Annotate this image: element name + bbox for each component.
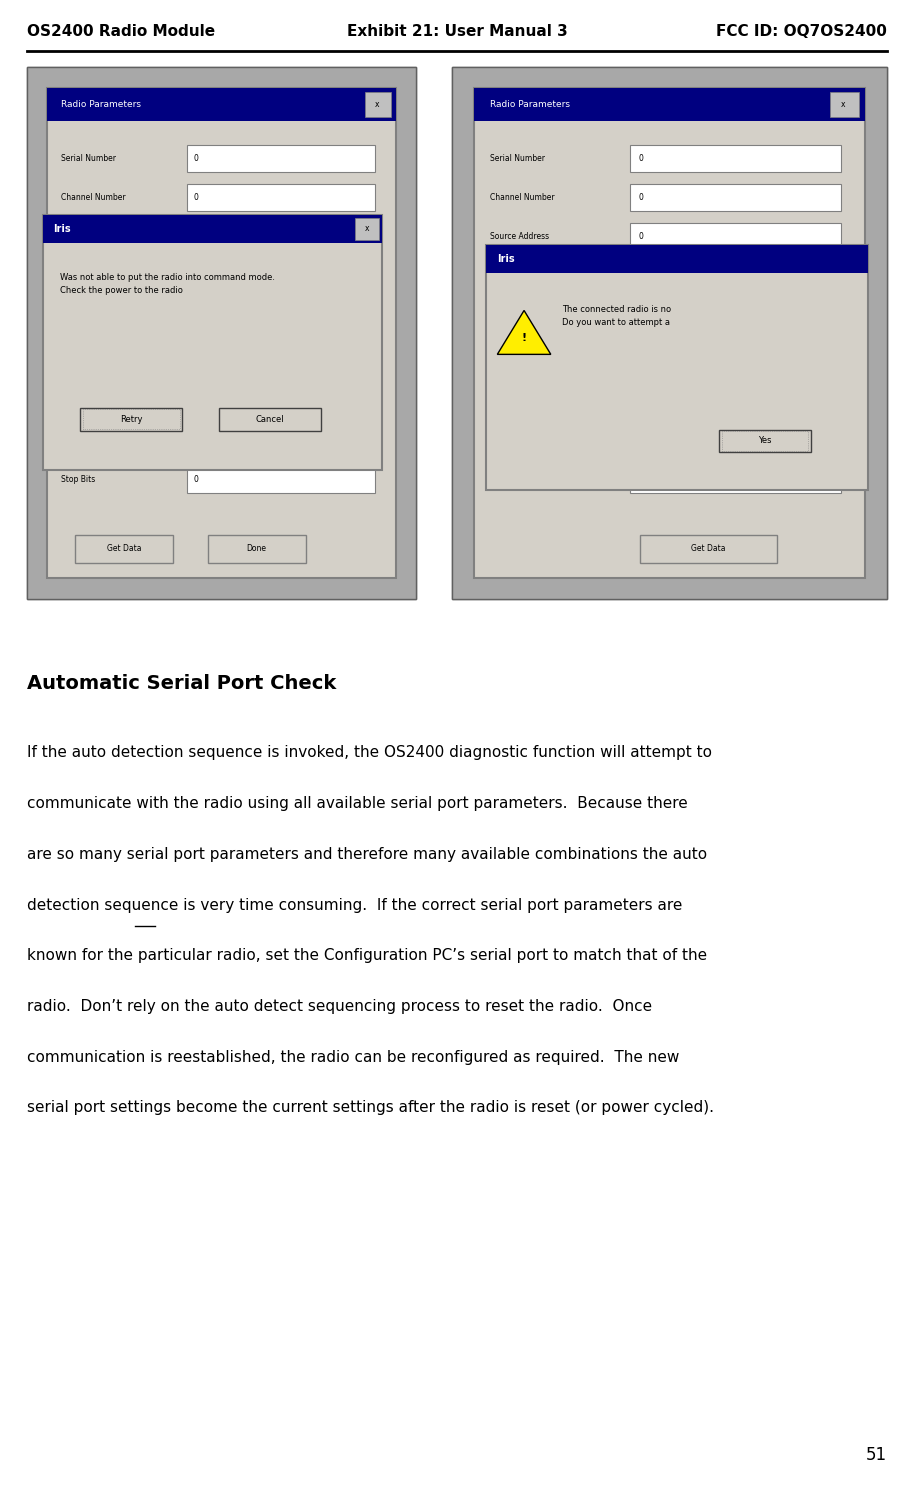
FancyBboxPatch shape: [186, 185, 376, 210]
FancyBboxPatch shape: [486, 245, 868, 491]
FancyBboxPatch shape: [631, 262, 842, 289]
Polygon shape: [497, 310, 551, 355]
FancyBboxPatch shape: [43, 215, 382, 243]
Text: Retry: Retry: [120, 414, 143, 423]
Text: Was not able to put the radio into command mode.
Check the power to the radio: Was not able to put the radio into comma…: [60, 273, 275, 295]
Text: Yes: Yes: [758, 437, 771, 446]
Text: Destination Add...: Destination Add...: [490, 271, 558, 280]
Text: x: x: [841, 100, 845, 109]
FancyBboxPatch shape: [186, 262, 376, 289]
Text: Data Bits: Data Bits: [61, 437, 96, 446]
Text: The connected radio is no
Do you want to attempt a: The connected radio is no Do you want to…: [562, 304, 672, 327]
Text: 0: 0: [194, 437, 198, 446]
FancyBboxPatch shape: [474, 88, 865, 121]
Text: 0: 0: [194, 192, 198, 201]
Text: Stop Bits: Stop Bits: [61, 476, 95, 485]
Text: Iris: Iris: [53, 224, 70, 234]
Text: Stop Bits: Stop Bits: [490, 476, 524, 485]
Text: Automatic Serial Port Check: Automatic Serial Port Check: [27, 674, 336, 693]
Text: detection sequence is very time consuming.  If the correct serial port parameter: detection sequence is very time consumin…: [27, 898, 683, 912]
FancyBboxPatch shape: [365, 92, 391, 118]
Text: 0: 0: [638, 437, 643, 446]
Text: Source Address: Source Address: [61, 233, 120, 242]
FancyBboxPatch shape: [631, 185, 842, 210]
Text: 0: 0: [638, 476, 643, 485]
FancyBboxPatch shape: [186, 428, 376, 453]
Text: !: !: [522, 334, 526, 343]
FancyBboxPatch shape: [207, 535, 305, 562]
Text: Cancel: Cancel: [256, 414, 284, 423]
Text: 0: 0: [638, 233, 643, 242]
FancyBboxPatch shape: [186, 389, 250, 414]
Text: radio.  Don’t rely on the auto detect sequencing process to reset the radio.  On: radio. Don’t rely on the auto detect seq…: [27, 999, 653, 1014]
Text: 0: 0: [194, 476, 198, 485]
Text: Channel Number: Channel Number: [61, 192, 125, 201]
Text: Radio Parameters: Radio Parameters: [490, 100, 569, 109]
Text: Serial Number: Serial Number: [61, 154, 116, 163]
FancyBboxPatch shape: [27, 67, 416, 599]
FancyBboxPatch shape: [452, 67, 887, 599]
FancyBboxPatch shape: [486, 245, 868, 273]
Text: x: x: [365, 224, 369, 233]
Text: Channel Number: Channel Number: [490, 192, 555, 201]
Text: x: x: [375, 100, 379, 109]
FancyBboxPatch shape: [80, 409, 182, 431]
FancyBboxPatch shape: [47, 88, 397, 579]
Text: Serial Number: Serial Number: [490, 154, 545, 163]
Text: Get Data: Get Data: [691, 544, 726, 553]
Text: Parity: Parity: [61, 397, 83, 406]
Text: 0: 0: [194, 154, 198, 163]
Text: communication is reestablished, the radio can be reconfigured as required.  The : communication is reestablished, the radi…: [27, 1050, 680, 1065]
FancyBboxPatch shape: [186, 224, 376, 249]
Text: If the auto detection sequence is invoked, the OS2400 diagnostic function will a: If the auto detection sequence is invoke…: [27, 746, 712, 760]
Text: Exhibit 21: User Manual 3: Exhibit 21: User Manual 3: [346, 24, 568, 39]
FancyBboxPatch shape: [452, 67, 887, 599]
FancyBboxPatch shape: [830, 92, 859, 118]
Text: Done: Done: [247, 544, 267, 553]
Text: Source Address: Source Address: [490, 233, 549, 242]
FancyBboxPatch shape: [186, 467, 376, 494]
FancyBboxPatch shape: [474, 88, 865, 579]
Text: Get Data: Get Data: [107, 544, 141, 553]
Text: OS2400 Radio Module: OS2400 Radio Module: [27, 24, 216, 39]
FancyBboxPatch shape: [186, 145, 376, 171]
FancyBboxPatch shape: [631, 428, 842, 453]
Text: Data Bits: Data Bits: [490, 437, 526, 446]
FancyBboxPatch shape: [47, 88, 397, 121]
Text: 0: 0: [638, 192, 643, 201]
FancyBboxPatch shape: [43, 215, 382, 470]
FancyBboxPatch shape: [219, 409, 321, 431]
Text: are so many serial port parameters and therefore many available combinations the: are so many serial port parameters and t…: [27, 847, 707, 862]
FancyBboxPatch shape: [75, 535, 173, 562]
Text: Destination Add...: Destination Add...: [61, 271, 130, 280]
Text: known for the particular radio, set the Configuration PC’s serial port to match : known for the particular radio, set the …: [27, 948, 707, 963]
Text: serial port settings become the current settings after the radio is reset (or po: serial port settings become the current …: [27, 1100, 715, 1115]
Text: 0: 0: [638, 154, 643, 163]
FancyBboxPatch shape: [719, 429, 811, 452]
Text: Parity: Parity: [490, 397, 512, 406]
FancyBboxPatch shape: [27, 67, 416, 599]
Text: 0: 0: [194, 233, 198, 242]
Text: Iris: Iris: [497, 253, 515, 264]
Text: 51: 51: [866, 1446, 887, 1464]
FancyBboxPatch shape: [640, 535, 777, 562]
Text: FCC ID: OQ7OS2400: FCC ID: OQ7OS2400: [716, 24, 887, 39]
FancyBboxPatch shape: [355, 218, 378, 240]
FancyBboxPatch shape: [631, 145, 842, 171]
Text: Radio Parameters: Radio Parameters: [61, 100, 141, 109]
Text: communicate with the radio using all available serial port parameters.  Because : communicate with the radio using all ava…: [27, 796, 688, 811]
FancyBboxPatch shape: [631, 224, 842, 249]
FancyBboxPatch shape: [631, 467, 842, 494]
FancyBboxPatch shape: [631, 389, 701, 414]
